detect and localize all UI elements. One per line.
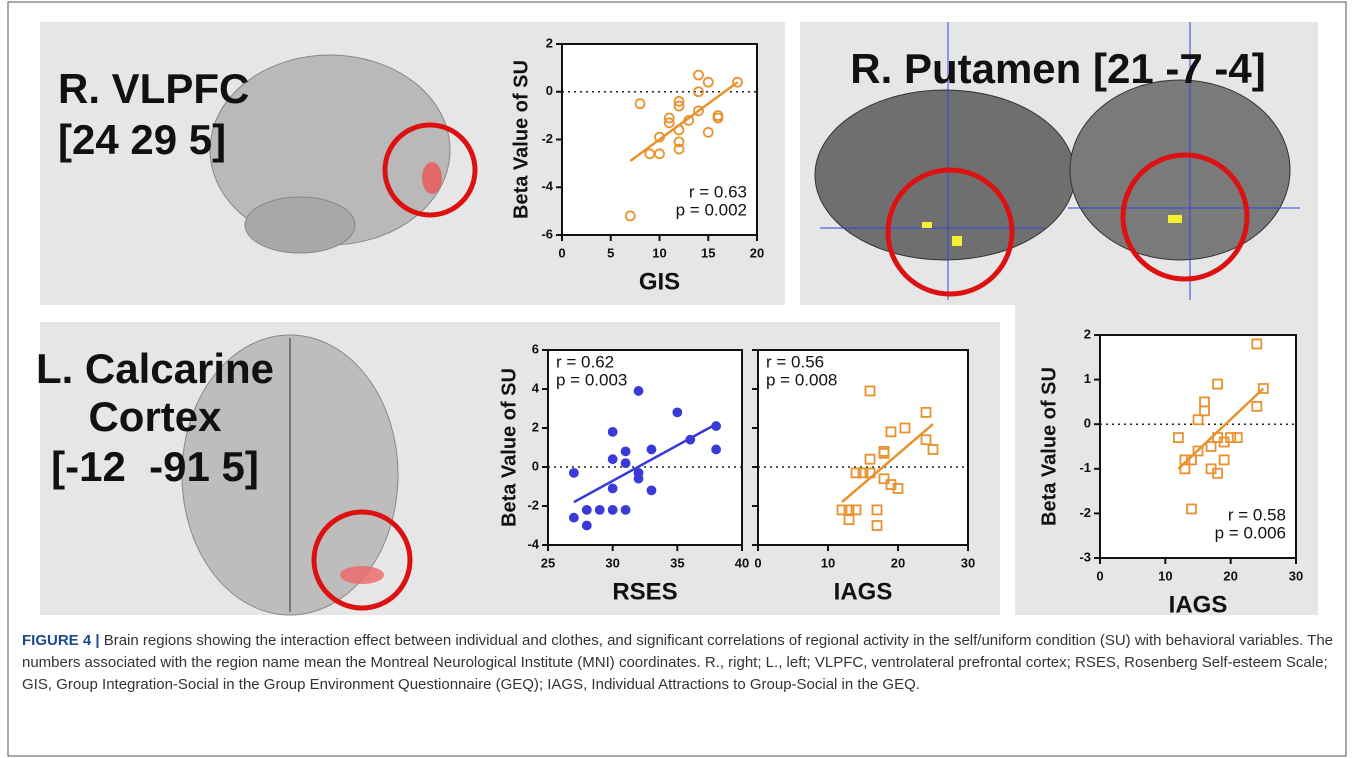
region-label: R. Putamen [21 -7 -4]: [850, 45, 1265, 92]
annotation: r = 0.63: [689, 182, 747, 201]
x-tick-label: 20: [750, 245, 764, 260]
y-tick-label: -1: [1079, 460, 1091, 475]
point: [609, 428, 617, 436]
y-axis-label: Beta Value of SU: [498, 368, 520, 527]
mri-slice: [815, 90, 1075, 260]
y-tick-label: -3: [1079, 549, 1091, 564]
annotation: r = 0.58: [1228, 505, 1286, 524]
point: [583, 506, 591, 514]
point: [635, 387, 643, 395]
activation: [922, 222, 932, 228]
point: [622, 447, 630, 455]
x-tick-label: 35: [670, 555, 684, 570]
point: [570, 514, 578, 522]
y-tick-label: 1: [1084, 371, 1091, 386]
point: [609, 484, 617, 492]
y-tick-label: 2: [1084, 326, 1091, 341]
x-tick-label: 20: [1223, 568, 1237, 583]
region-label: R. VLPFC: [58, 65, 249, 112]
brain-image: [245, 197, 355, 253]
region-label: [-12 -91 5]: [51, 443, 259, 490]
x-tick-label: 40: [735, 555, 749, 570]
point: [622, 459, 630, 467]
x-tick-label: 0: [754, 555, 761, 570]
y-tick-label: -4: [541, 179, 553, 194]
x-axis-label: IAGS: [834, 578, 893, 605]
y-tick-label: -2: [1079, 505, 1091, 520]
y-tick-label: 2: [546, 35, 553, 50]
y-tick-label: -6: [541, 226, 553, 241]
point: [712, 422, 720, 430]
y-tick-label: 2: [532, 419, 539, 434]
x-tick-label: 25: [541, 555, 555, 570]
region-label: Cortex: [88, 393, 222, 440]
region-label: L. Calcarine: [36, 345, 274, 392]
point: [570, 469, 578, 477]
y-tick-label: 0: [546, 83, 553, 98]
point: [583, 522, 591, 530]
y-axis-label: Beta Value of SU: [510, 60, 532, 219]
x-axis-label: GIS: [639, 268, 680, 295]
point: [596, 506, 604, 514]
mri-slice: [1070, 80, 1290, 260]
activation: [340, 566, 384, 584]
activation: [1168, 215, 1182, 223]
annotation: r = 0.56: [766, 352, 824, 371]
y-tick-label: 0: [1084, 416, 1091, 431]
y-axis-label: Beta Value of SU: [1038, 367, 1060, 526]
y-tick-label: 6: [532, 341, 539, 356]
caption-text: Brain regions showing the interaction ef…: [22, 632, 1333, 693]
annotation: p = 0.006: [1215, 523, 1286, 542]
point: [609, 455, 617, 463]
x-tick-label: 30: [605, 555, 619, 570]
point: [712, 445, 720, 453]
point: [622, 506, 630, 514]
x-tick-label: 10: [652, 245, 666, 260]
x-tick-label: 5: [607, 245, 614, 260]
x-tick-label: 20: [891, 555, 905, 570]
y-tick-label: -4: [527, 536, 539, 551]
caption: FIGURE 4 | Brain regions showing the int…: [22, 630, 1340, 696]
annotation: r = 0.62: [556, 352, 614, 371]
x-axis-label: RSES: [612, 578, 677, 605]
annotation: p = 0.002: [676, 200, 747, 219]
annotation: p = 0.003: [556, 370, 627, 389]
y-tick-label: -2: [527, 497, 539, 512]
caption-label: FIGURE 4 |: [22, 632, 100, 649]
point: [647, 486, 655, 494]
annotation: p = 0.008: [766, 370, 837, 389]
x-tick-label: 15: [701, 245, 715, 260]
activation: [422, 162, 442, 194]
y-tick-label: -2: [541, 131, 553, 146]
point: [686, 436, 694, 444]
activation: [952, 236, 962, 246]
point: [635, 475, 643, 483]
point: [673, 408, 681, 416]
y-tick-label: 4: [532, 380, 540, 395]
x-tick-label: 30: [961, 555, 975, 570]
point: [609, 506, 617, 514]
y-tick-label: 0: [532, 458, 539, 473]
x-tick-label: 10: [821, 555, 835, 570]
x-tick-label: 30: [1289, 568, 1303, 583]
x-tick-label: 10: [1158, 568, 1172, 583]
x-tick-label: 0: [1096, 568, 1103, 583]
page: R. VLPFC [24 29 5] R. Putamen [21 -7 -4]…: [0, 0, 1355, 758]
point: [647, 445, 655, 453]
region-label: [24 29 5]: [58, 116, 226, 163]
x-tick-label: 0: [558, 245, 565, 260]
x-axis-label: IAGS: [1169, 591, 1228, 618]
